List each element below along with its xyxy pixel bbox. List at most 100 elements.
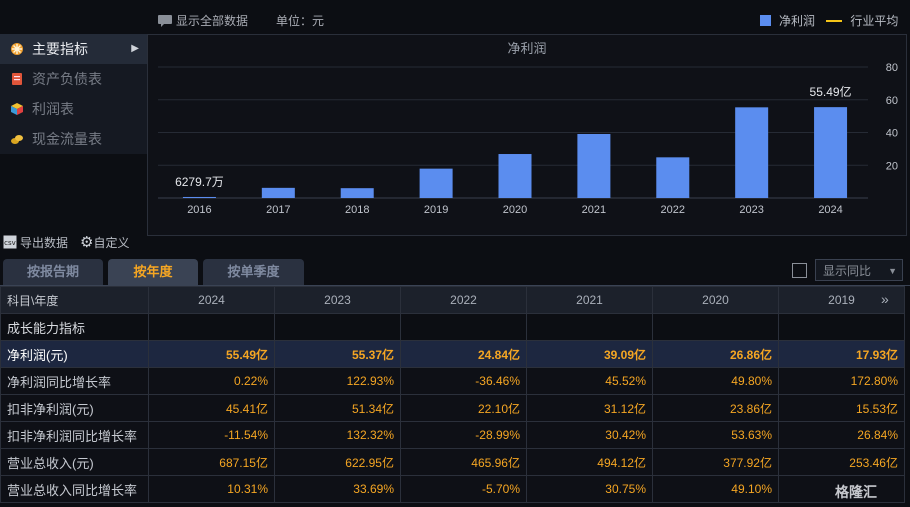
table-cell: 30.75%	[526, 475, 653, 503]
row-label: 营业总收入同比增长率	[0, 475, 149, 503]
table-row[interactable]: 扣非净利润(元) 45.41亿 51.34亿 22.10亿 31.12亿 23.86亿 15…	[0, 394, 905, 422]
table-cell: 31.12亿	[526, 394, 653, 422]
export-data-button[interactable]: csv 导出数据	[3, 233, 68, 253]
chart-bar	[656, 157, 690, 198]
legend-swatch-bar	[760, 15, 771, 26]
export-data-label: 导出数据	[20, 236, 69, 250]
section-label: 成长能力指标	[0, 313, 149, 341]
table-row[interactable]: 净利润同比增长率 0.22% 122.93% -36.46% 45.52% 49.80% 1…	[0, 367, 905, 395]
x-tick-label: 2016	[187, 204, 211, 216]
table-row[interactable]: 营业总收入同比增长率 10.31% 33.69% -5.70% 30.75% 49.10%	[0, 475, 905, 503]
table-cell: 33.69%	[274, 475, 401, 503]
chart-bar	[340, 188, 374, 198]
table-cell: 53.63%	[652, 421, 779, 449]
table-header-year: 2019	[778, 286, 905, 314]
sidebar: 主要指标 ▶ 资产负债表 利润表 现金流量表	[0, 34, 147, 154]
row-label: 扣非净利润同比增长率	[0, 421, 149, 449]
chart-bar	[419, 168, 453, 198]
sidebar-item-label: 资产负债表	[32, 71, 102, 87]
svg-text:csv: csv	[4, 239, 16, 247]
custom-label: 自定义	[93, 236, 130, 250]
sidebar-item-label: 主要指标	[32, 41, 88, 57]
show-all-data-button[interactable]: 显示全部数据	[158, 12, 248, 30]
chevron-down-icon: ▼	[888, 266, 897, 276]
row-label: 净利润(元)	[0, 340, 149, 368]
sidebar-item-income-statement[interactable]: 利润表	[0, 94, 147, 124]
table-cell: 253.46亿	[778, 448, 905, 476]
tab-by-report-period[interactable]: 按报告期	[3, 259, 103, 285]
y-tick-label: 60	[886, 95, 898, 107]
x-tick-label: 2020	[503, 204, 527, 216]
y-tick-label: 20	[886, 160, 898, 172]
table-cell: 24.84亿	[400, 340, 527, 368]
chart-canvas: 净利润 20 40 60 80 2016 2017 2018 2019 2020 2021 2022 2…	[158, 41, 898, 216]
compare-select[interactable]: 显示同比 ▼	[815, 259, 903, 281]
chart-bar	[814, 107, 848, 198]
table-cell	[400, 313, 527, 341]
coins-icon	[11, 135, 23, 144]
legend-series1: 净利润	[779, 14, 816, 28]
table-cell	[274, 313, 401, 341]
data-label-last: 55.49亿	[810, 84, 852, 99]
table-cell: -36.46%	[400, 367, 527, 395]
table-cell	[148, 313, 275, 341]
table-cell: 51.34亿	[274, 394, 401, 422]
compare-checkbox[interactable]	[792, 263, 807, 278]
unit-label: 单位：元	[276, 14, 325, 28]
table-cell: 132.32%	[274, 421, 401, 449]
chart-bar	[735, 107, 769, 198]
row-label: 营业总收入(元)	[0, 448, 149, 476]
x-tick-label: 2024	[818, 204, 842, 216]
chart-bar	[498, 154, 532, 198]
tab-by-quarter[interactable]: 按单季度	[203, 259, 304, 285]
chart-bar	[182, 196, 216, 198]
table-header-year: 2020	[652, 286, 779, 314]
custom-button[interactable]: ⚙自定义	[80, 233, 129, 253]
tab-underline	[0, 285, 910, 286]
table-cell: 55.49亿	[148, 340, 275, 368]
table-cell: 39.09亿	[526, 340, 653, 368]
table-cell	[778, 475, 905, 503]
compare-select-value: 显示同比	[823, 264, 872, 278]
table-cell: 15.53亿	[778, 394, 905, 422]
sidebar-item-label: 利润表	[32, 101, 74, 117]
sidebar-item-balance-sheet[interactable]: 资产负债表	[0, 64, 147, 94]
table-row[interactable]: 扣非净利润同比增长率 -11.54% 132.32% -28.99% 30.42% 53.…	[0, 421, 905, 449]
gear-icon: ⚙	[80, 234, 94, 251]
tab-by-year[interactable]: 按年度	[108, 259, 198, 285]
table-cell: 49.10%	[652, 475, 779, 503]
table-cell: 22.10亿	[400, 394, 527, 422]
table-cell: 122.93%	[274, 367, 401, 395]
sidebar-item-main-indicators[interactable]: 主要指标 ▶	[0, 34, 147, 64]
x-tick-label: 2023	[739, 204, 763, 216]
table-cell: 26.86亿	[652, 340, 779, 368]
table-cell: 10.31%	[148, 475, 275, 503]
legend-series2: 行业平均	[850, 14, 899, 28]
row-label: 扣非净利润(元)	[0, 394, 149, 422]
table-cell: -11.54%	[148, 421, 275, 449]
double-chevron-right-icon[interactable]: »	[881, 291, 889, 307]
table-cell: 494.12亿	[526, 448, 653, 476]
sidebar-item-cash-flow[interactable]: 现金流量表	[0, 124, 147, 154]
table-cell: 172.80%	[778, 367, 905, 395]
x-tick-label: 2019	[424, 204, 448, 216]
table-cell: 687.15亿	[148, 448, 275, 476]
table-cell: -5.70%	[400, 475, 527, 503]
table-cell: 17.93亿	[778, 340, 905, 368]
chart-title: 净利润	[507, 41, 546, 56]
table-cell: 45.52%	[526, 367, 653, 395]
export-icon: csv	[3, 235, 17, 249]
legend-swatch-line	[826, 20, 843, 22]
table-cell	[526, 313, 653, 341]
table-cell: 26.84%	[778, 421, 905, 449]
table-cell	[652, 313, 779, 341]
chart-bar	[577, 133, 611, 198]
table-header-year: 2022	[400, 286, 527, 314]
row-label: 净利润同比增长率	[0, 367, 149, 395]
table-row[interactable]: 净利润(元) 55.49亿 55.37亿 24.84亿 39.09亿 26.86亿 17.9…	[0, 340, 905, 368]
play-arrow-icon: ▶	[131, 43, 139, 54]
cube-icon	[11, 103, 23, 115]
table-header-year: 2023	[274, 286, 401, 314]
table-cell: 23.86亿	[652, 394, 779, 422]
table-row[interactable]: 营业总收入(元) 687.15亿 622.95亿 465.96亿 494.12亿 377.…	[0, 448, 905, 476]
